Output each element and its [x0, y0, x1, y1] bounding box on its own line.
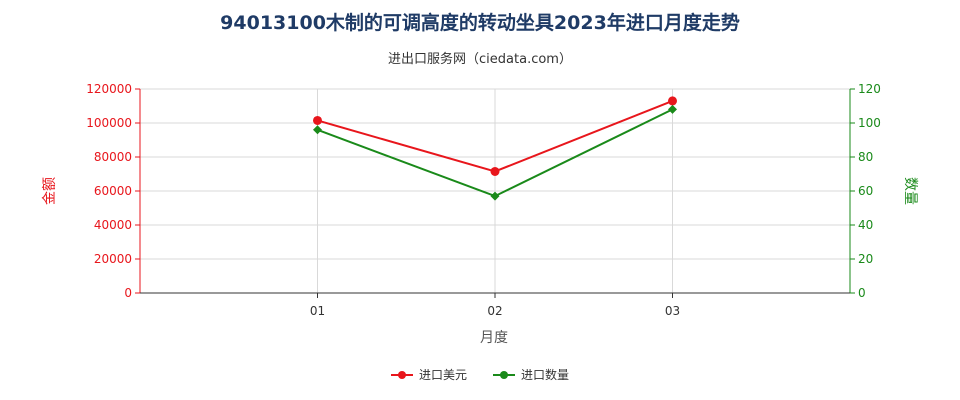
y-right-tick-label: 60 [858, 184, 873, 198]
y-right-tick-label: 100 [858, 116, 881, 130]
data-point-quantity [668, 104, 677, 114]
y-right-tick-label: 40 [858, 218, 873, 232]
y-right-tick-label: 20 [858, 252, 873, 266]
y-left-tick-label: 60000 [94, 184, 132, 198]
data-point-amount [313, 115, 322, 125]
y-left-tick-label: 20000 [94, 252, 132, 266]
chart-title: 94013100木制的可调高度的转动坐具2023年进口月度走势 [220, 12, 740, 34]
data-point-quantity [313, 125, 322, 135]
y-right-tick-label: 120 [858, 82, 881, 96]
data-point-quantity [490, 191, 500, 201]
legend-label-amount: 进口美元 [418, 368, 467, 382]
x-tick-label: 01 [310, 304, 325, 318]
legend-item-amount[interactable]: 进口美元 [390, 366, 467, 383]
grid-lines [140, 88, 850, 294]
y-left-tick-label: 40000 [94, 218, 132, 232]
data-point-amount [490, 166, 500, 176]
legend-line-green-icon [493, 370, 515, 379]
chart-subtitle: 进出口服务网（ciedata.com） [388, 52, 572, 67]
y-right-tick-label: 80 [858, 150, 873, 164]
legend-line-red-icon [390, 370, 413, 379]
data-point-amount [668, 96, 677, 106]
y-left-tick-label: 80000 [94, 150, 132, 164]
series-layer [313, 96, 677, 201]
x-axis-label: 月度 [480, 330, 508, 346]
y-axis-right-label: 数量 [902, 177, 918, 205]
legend-label-quantity: 进口数量 [521, 368, 570, 382]
y-left-tick-label: 0 [124, 286, 132, 300]
legend-item-quantity[interactable]: 进口数量 [493, 366, 569, 383]
x-tick-label: 03 [665, 304, 680, 318]
y-left-tick-label: 120000 [86, 82, 132, 96]
axes: 0 0 20000 20 40000 40 60000 60 80000 80 100000 100 1… [86, 82, 881, 318]
x-tick-label: 02 [487, 304, 502, 318]
y-axis-left-label: 金额 [42, 177, 58, 205]
y-left-tick-label: 100000 [86, 116, 132, 130]
legend: 进口美元 进口数量 [0, 366, 960, 383]
y-right-tick-label: 0 [858, 286, 866, 300]
